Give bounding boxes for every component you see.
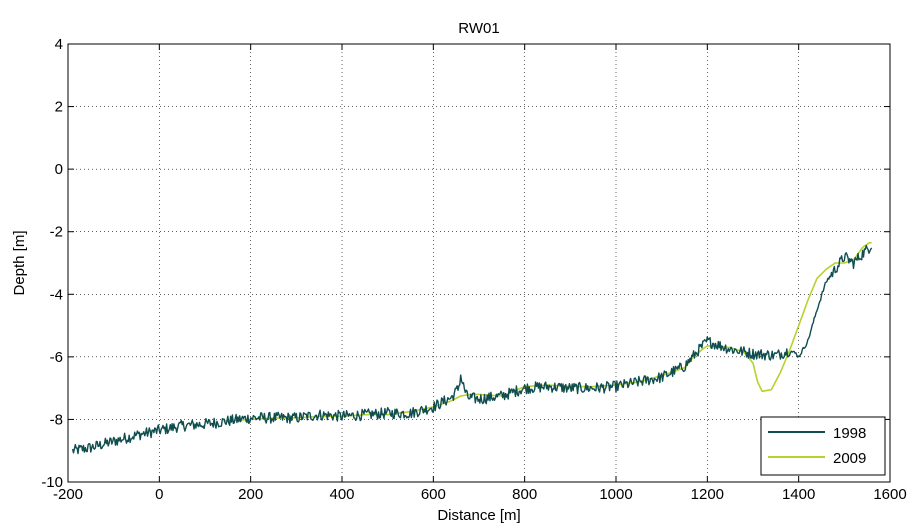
y-tick-label: 4 — [55, 36, 63, 53]
legend-box — [760, 416, 886, 476]
x-tick-label: 0 — [155, 486, 163, 503]
series-layer — [71, 241, 873, 455]
x-axis-label: Distance [m] — [437, 507, 520, 524]
x-tick-label: 400 — [329, 486, 354, 503]
tick-labels: -200 0 200 400 600 800 1000 1200 1400 1600 -10 -8 -6… — [41, 36, 906, 503]
legend: 1998 2009 — [760, 416, 886, 476]
y-tick-label: 2 — [55, 99, 63, 116]
x-tick-label: 600 — [421, 486, 446, 503]
series-line-1998 — [71, 244, 873, 455]
y-tick-label: -4 — [50, 286, 63, 303]
y-tick-label: -8 — [50, 411, 63, 428]
y-tick-label: 0 — [55, 161, 63, 178]
x-tick-label: 200 — [238, 486, 263, 503]
axes-box — [67, 43, 891, 483]
y-tick-label: -6 — [50, 349, 63, 366]
y-tick-label: -10 — [41, 474, 63, 491]
y-axis-label: Depth [m] — [11, 230, 28, 295]
x-tick-label: -200 — [53, 486, 83, 503]
x-tick-label: 1000 — [599, 486, 632, 503]
x-tick-label: 1600 — [873, 486, 906, 503]
legend-label-2009: 2009 — [833, 450, 866, 467]
y-tick-label: -2 — [50, 224, 63, 241]
x-tick-label: 1400 — [782, 486, 815, 503]
x-tick-label: 1200 — [691, 486, 724, 503]
legend-label-1998: 1998 — [833, 425, 866, 442]
chart-title: RW01 — [458, 20, 499, 37]
plot-area — [68, 44, 890, 482]
ticks — [67, 43, 891, 483]
x-tick-label: 800 — [512, 486, 537, 503]
